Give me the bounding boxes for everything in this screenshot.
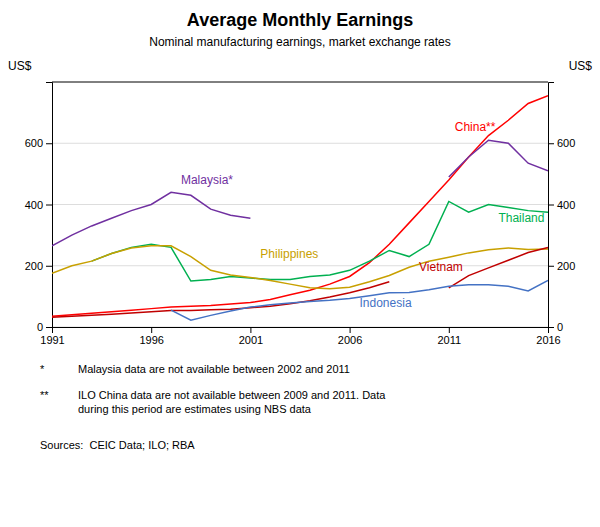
series-label: Malaysia* — [181, 173, 233, 187]
tick-mark — [151, 327, 152, 333]
tick: 200 — [25, 260, 52, 272]
series-line — [52, 247, 548, 317]
tick-label: 1996 — [139, 334, 163, 346]
tick-label: 2011 — [437, 334, 461, 346]
chart: Average Monthly Earnings Nominal manufact… — [0, 0, 600, 527]
tick-label: 400 — [25, 199, 43, 211]
subtitle: Nominal manufacturing earnings, market e… — [149, 35, 451, 49]
footnote-text: Malaysia data are not available between … — [78, 363, 350, 375]
tick-label: 2006 — [338, 334, 362, 346]
tick-mark — [548, 143, 554, 144]
grid-line — [52, 143, 548, 144]
series-label: Vietnam — [419, 260, 463, 274]
series-line — [171, 280, 548, 320]
lines — [52, 96, 548, 320]
tick-mark — [548, 266, 554, 267]
tick-label: 600 — [25, 137, 43, 149]
series-label: China** — [455, 120, 496, 134]
tick: 400 — [548, 199, 575, 211]
tick-mark — [46, 327, 52, 328]
tick: 2001 — [239, 327, 263, 346]
tick-label: 200 — [25, 260, 43, 272]
title: Average Monthly Earnings — [187, 10, 413, 30]
x-axis: 1991 1996 2001 2006 2011 2016 — [40, 327, 560, 346]
tick: 2006 — [338, 327, 362, 346]
tick: 1996 — [139, 327, 163, 346]
footnote-bullet: * — [40, 363, 45, 375]
series-label: Indonesia — [360, 296, 412, 310]
tick-mark — [548, 327, 554, 328]
tick-label: 2001 — [239, 334, 263, 346]
frame-top — [52, 82, 548, 83]
series-line — [52, 246, 548, 289]
tick-label: 0 — [37, 321, 43, 333]
tick-label: 1991 — [40, 334, 64, 346]
axis-line — [46, 83, 53, 328]
tick-mark — [548, 205, 554, 206]
footnote-text: ILO China data are not available between… — [78, 389, 386, 415]
footnote-bullet: ** — [40, 389, 49, 401]
y-axis: 0 200 400 600 — [25, 83, 53, 334]
tick: 400 — [25, 199, 52, 211]
grid-line — [52, 204, 548, 205]
tick-mark — [350, 327, 351, 333]
series-line — [92, 201, 548, 281]
tick: 1991 — [40, 327, 64, 346]
tick-mark — [46, 266, 52, 267]
tick-label: 200 — [557, 260, 575, 272]
axis-line — [549, 83, 555, 328]
y2-axis-label: US$ — [569, 59, 593, 73]
tick-label: 400 — [557, 199, 575, 211]
y-axis-label: US$ — [8, 59, 32, 73]
tick: 600 — [548, 137, 575, 149]
tick-label: 2016 — [536, 334, 560, 346]
tick: 2011 — [437, 327, 461, 346]
series-line — [52, 140, 548, 246]
tick-mark — [250, 327, 251, 333]
tick: 0 — [37, 321, 52, 333]
tick-mark — [46, 205, 52, 206]
series-label: Philippines — [260, 247, 318, 261]
tick-mark — [449, 327, 450, 333]
grid-line — [52, 265, 548, 266]
tick: 600 — [25, 137, 52, 149]
footnotes: * Malaysia data are not available between… — [40, 363, 386, 451]
tick-mark — [46, 143, 52, 144]
tick-label: 0 — [557, 321, 563, 333]
axis-line — [53, 328, 549, 334]
series-label: Thailand — [498, 211, 544, 225]
tick: 200 — [548, 260, 575, 272]
source: Sources: CEIC Data; ILO; RBA — [40, 439, 195, 451]
grid — [52, 143, 548, 327]
plot: 1991199620012006201120160200400600020040… — [8, 59, 592, 346]
tick-label: 600 — [557, 137, 575, 149]
y2-axis: 0 200 400 600 — [548, 83, 575, 334]
annotations: China** Malaysia* Thailand Philippines Vietn… — [181, 120, 544, 310]
series-line — [52, 96, 548, 317]
tick: 0 — [548, 321, 563, 333]
